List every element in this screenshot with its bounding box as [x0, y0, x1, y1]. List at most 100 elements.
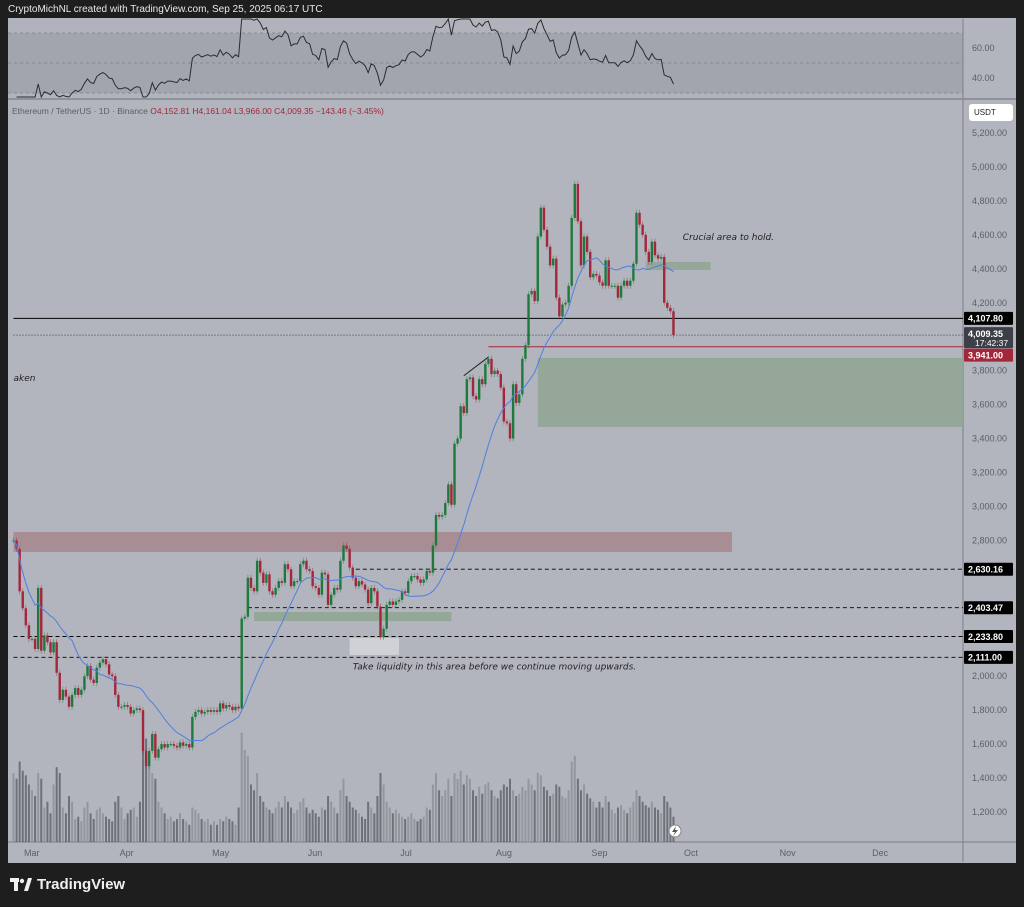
chart-frame[interactable] [8, 18, 1016, 863]
volume-bar [12, 773, 15, 842]
price-tick-label: 1,800.00 [972, 705, 1007, 715]
candle [126, 705, 129, 707]
time-tick-label: Oct [684, 848, 699, 858]
candle [659, 256, 663, 259]
volume-bar [647, 807, 650, 842]
volume-bar [228, 819, 231, 842]
volume-bar [499, 790, 502, 842]
candle [30, 638, 34, 640]
volume-bar [558, 786, 561, 842]
time-tick-label: Apr [120, 848, 134, 858]
volume-bar [311, 809, 314, 842]
volume-bar [388, 807, 391, 842]
candle [206, 710, 209, 712]
volume-bar [616, 807, 619, 842]
candle [169, 744, 172, 746]
volume-bar [83, 807, 86, 842]
volume-bar [129, 809, 132, 842]
volume-bar [268, 809, 271, 842]
volume-bar [157, 801, 160, 842]
candle [46, 635, 49, 643]
price-label-box [964, 348, 1013, 362]
candle [138, 708, 142, 711]
volume-bar [564, 798, 567, 842]
tradingview-logo[interactable]: TradingView [10, 876, 125, 893]
price-label-box [964, 650, 1013, 664]
candle [428, 570, 432, 573]
candle [533, 290, 536, 302]
candle [24, 608, 28, 626]
price-tick-label: 4,800.00 [972, 196, 1007, 206]
volume-bar [249, 784, 252, 842]
volume-bar [567, 790, 570, 842]
price-tick-label: 5,000.00 [972, 162, 1007, 172]
volume-bar [265, 807, 268, 842]
volume-bar [333, 807, 336, 842]
volume-bar [536, 773, 539, 842]
volume-bar [657, 809, 660, 842]
volume-bar [586, 793, 589, 842]
volume-bar [583, 784, 586, 842]
volume-bar [481, 793, 484, 842]
volume-bar [660, 813, 663, 842]
volume-bar [444, 790, 447, 842]
candle [277, 581, 280, 588]
candle [317, 587, 321, 595]
legend-change: −143.46 (−3.45%) [315, 106, 384, 116]
volume-bar [283, 796, 286, 842]
volume-bar [320, 807, 323, 842]
volume-bar [607, 801, 610, 842]
candle [117, 694, 120, 707]
candle [181, 742, 185, 746]
currency-button[interactable]: USDT [969, 104, 1013, 121]
volume-bar [182, 819, 185, 842]
candle [459, 406, 462, 439]
volume-bar [576, 778, 579, 842]
volume-bar [74, 819, 77, 842]
candle [465, 379, 469, 414]
price-zone [254, 612, 452, 622]
candle [237, 706, 240, 709]
time-tick-label: Mar [24, 848, 40, 858]
volume-bar [641, 801, 644, 842]
chart-annotation: Take liquidity in this area before we co… [353, 662, 636, 672]
candle [397, 599, 401, 602]
price-label: 4,107.80 [968, 314, 1003, 324]
volume-bar [277, 801, 280, 842]
candle [666, 302, 669, 308]
candle [592, 273, 595, 278]
candle [616, 285, 620, 298]
candle [487, 358, 490, 364]
volume-bar [290, 807, 293, 842]
candle [419, 579, 422, 583]
volume-bar [327, 796, 330, 842]
volume-bar [40, 778, 43, 842]
lightning-icon[interactable] [668, 824, 682, 838]
volume-bar [108, 819, 111, 842]
candle [385, 604, 388, 629]
candle [548, 246, 552, 266]
volume-bar [475, 796, 478, 842]
volume-bar [237, 807, 240, 842]
candle [33, 638, 37, 650]
candle [67, 696, 71, 707]
volume-bar [323, 809, 326, 842]
candle [265, 574, 268, 583]
volume-bar [438, 790, 441, 842]
chart-credit: CryptoMichNL created with TradingView.co… [8, 4, 323, 15]
volume-bar [169, 816, 172, 842]
volume-bar [512, 790, 515, 842]
volume-bar [552, 793, 555, 842]
candle [77, 688, 80, 695]
volume-bar [197, 813, 200, 842]
price-tick-label: 4,200.00 [972, 298, 1007, 308]
volume-bar [271, 813, 274, 842]
chart-annotation: aken [13, 374, 35, 384]
volume-bar [188, 824, 191, 842]
volume-bar [515, 796, 518, 842]
candle [638, 212, 641, 225]
volume-bar [101, 813, 104, 842]
symbol-name: Ethereum / TetherUS · 1D · Binance [12, 106, 148, 116]
candle [462, 406, 465, 414]
